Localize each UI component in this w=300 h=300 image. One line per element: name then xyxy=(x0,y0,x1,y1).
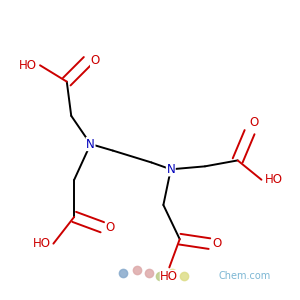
Text: O: O xyxy=(91,54,100,67)
Text: HO: HO xyxy=(160,270,178,284)
Text: Chem.com: Chem.com xyxy=(218,271,271,281)
Text: N: N xyxy=(86,138,95,151)
Text: O: O xyxy=(250,116,259,129)
Text: HO: HO xyxy=(264,173,282,186)
Text: O: O xyxy=(105,221,115,234)
Text: O: O xyxy=(212,237,222,250)
Text: HO: HO xyxy=(32,237,50,250)
Text: HO: HO xyxy=(19,59,37,72)
Text: N: N xyxy=(167,163,175,176)
